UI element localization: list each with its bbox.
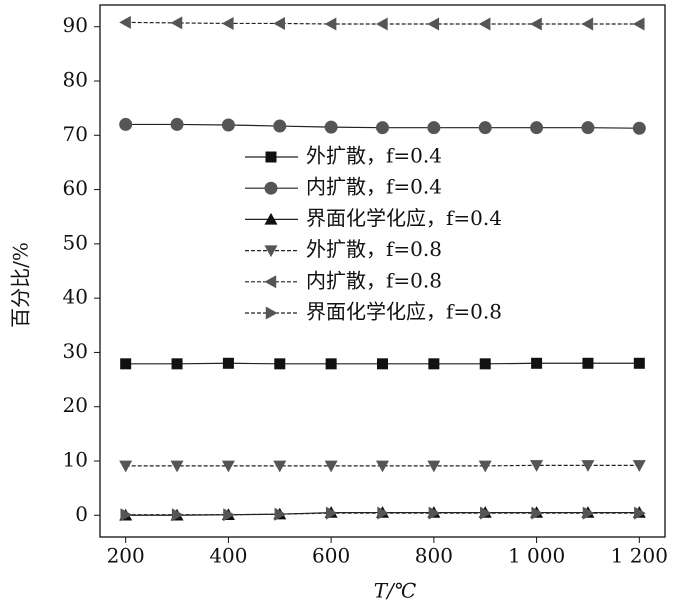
- marker: [531, 357, 543, 369]
- legend-marker: [264, 212, 278, 225]
- marker: [170, 117, 184, 131]
- marker: [221, 16, 234, 30]
- marker: [632, 17, 645, 31]
- marker: [324, 17, 337, 31]
- marker: [325, 358, 337, 370]
- series-line: [125, 512, 640, 516]
- marker: [634, 506, 646, 520]
- marker: [479, 358, 491, 370]
- marker: [530, 17, 542, 31]
- marker: [581, 17, 594, 31]
- marker: [376, 17, 388, 31]
- marker: [581, 121, 595, 135]
- marker: [171, 358, 183, 370]
- legend-label: 内扩散，f=0.8: [306, 268, 442, 292]
- marker: [427, 17, 440, 31]
- y-tick-label: 20: [63, 393, 88, 417]
- marker: [170, 16, 183, 30]
- marker: [273, 16, 285, 30]
- marker: [324, 460, 338, 473]
- marker: [325, 506, 338, 520]
- marker: [119, 117, 133, 131]
- y-tick-label: 70: [63, 122, 88, 146]
- legend-label: 界面化学化应，f=0.4: [306, 206, 502, 230]
- marker: [376, 460, 389, 473]
- legend-label: 界面化学化应，f=0.8: [306, 300, 502, 324]
- legend-marker: [264, 181, 278, 195]
- y-tick-label: 10: [63, 448, 88, 472]
- legend-label: 外扩散，f=0.4: [306, 144, 442, 168]
- marker: [120, 358, 132, 370]
- marker: [223, 508, 235, 522]
- y-tick-label: 80: [63, 68, 88, 92]
- marker: [119, 460, 133, 473]
- marker: [530, 121, 544, 135]
- marker: [582, 357, 594, 369]
- marker: [531, 506, 544, 520]
- legend-marker: [265, 151, 277, 163]
- marker: [171, 508, 184, 522]
- legend-marker: [264, 245, 278, 258]
- y-tick-label: 90: [63, 13, 88, 37]
- marker: [119, 15, 131, 29]
- legend-marker: [264, 275, 277, 289]
- y-tick-label: 40: [63, 285, 88, 309]
- marker: [324, 120, 338, 134]
- x-tick-label: 400: [209, 544, 247, 568]
- marker: [427, 460, 441, 473]
- marker: [478, 121, 492, 135]
- x-tick-label: 1 200: [611, 544, 668, 568]
- marker: [120, 508, 133, 522]
- marker: [377, 358, 388, 370]
- x-tick-label: 800: [415, 544, 453, 568]
- marker: [221, 118, 235, 132]
- marker: [273, 460, 287, 473]
- marker: [632, 121, 646, 135]
- marker: [478, 17, 491, 31]
- marker: [478, 460, 492, 473]
- marker: [170, 460, 184, 473]
- legend-label: 内扩散，f=0.4: [306, 175, 442, 199]
- marker: [377, 506, 389, 520]
- marker: [221, 460, 235, 473]
- marker: [428, 506, 441, 520]
- marker: [274, 507, 287, 521]
- marker: [428, 358, 440, 370]
- y-tick-label: 50: [63, 230, 88, 254]
- x-axis-label: T/℃: [374, 579, 416, 603]
- marker: [222, 357, 234, 369]
- marker: [633, 357, 645, 369]
- series-line: [125, 464, 640, 467]
- plot-frame: [99, 4, 666, 538]
- y-tick-label: 60: [63, 176, 88, 200]
- marker: [274, 358, 286, 370]
- marker: [582, 506, 595, 520]
- marker: [632, 460, 646, 472]
- marker: [530, 460, 544, 472]
- x-tick-label: 600: [312, 544, 350, 568]
- x-tick-label: 200: [107, 544, 145, 568]
- marker: [376, 121, 389, 135]
- marker: [427, 121, 441, 135]
- marker: [480, 506, 492, 520]
- y-axis-label: 百分比/%: [9, 242, 33, 328]
- marker: [273, 119, 287, 133]
- x-tick-label: 1 000: [508, 544, 565, 568]
- y-tick-label: 30: [63, 339, 88, 363]
- legend-marker: [265, 306, 278, 320]
- y-tick-label: 0: [75, 502, 88, 526]
- marker: [581, 460, 595, 472]
- legend-label: 外扩散，f=0.8: [306, 237, 442, 261]
- series-line: [125, 21, 640, 25]
